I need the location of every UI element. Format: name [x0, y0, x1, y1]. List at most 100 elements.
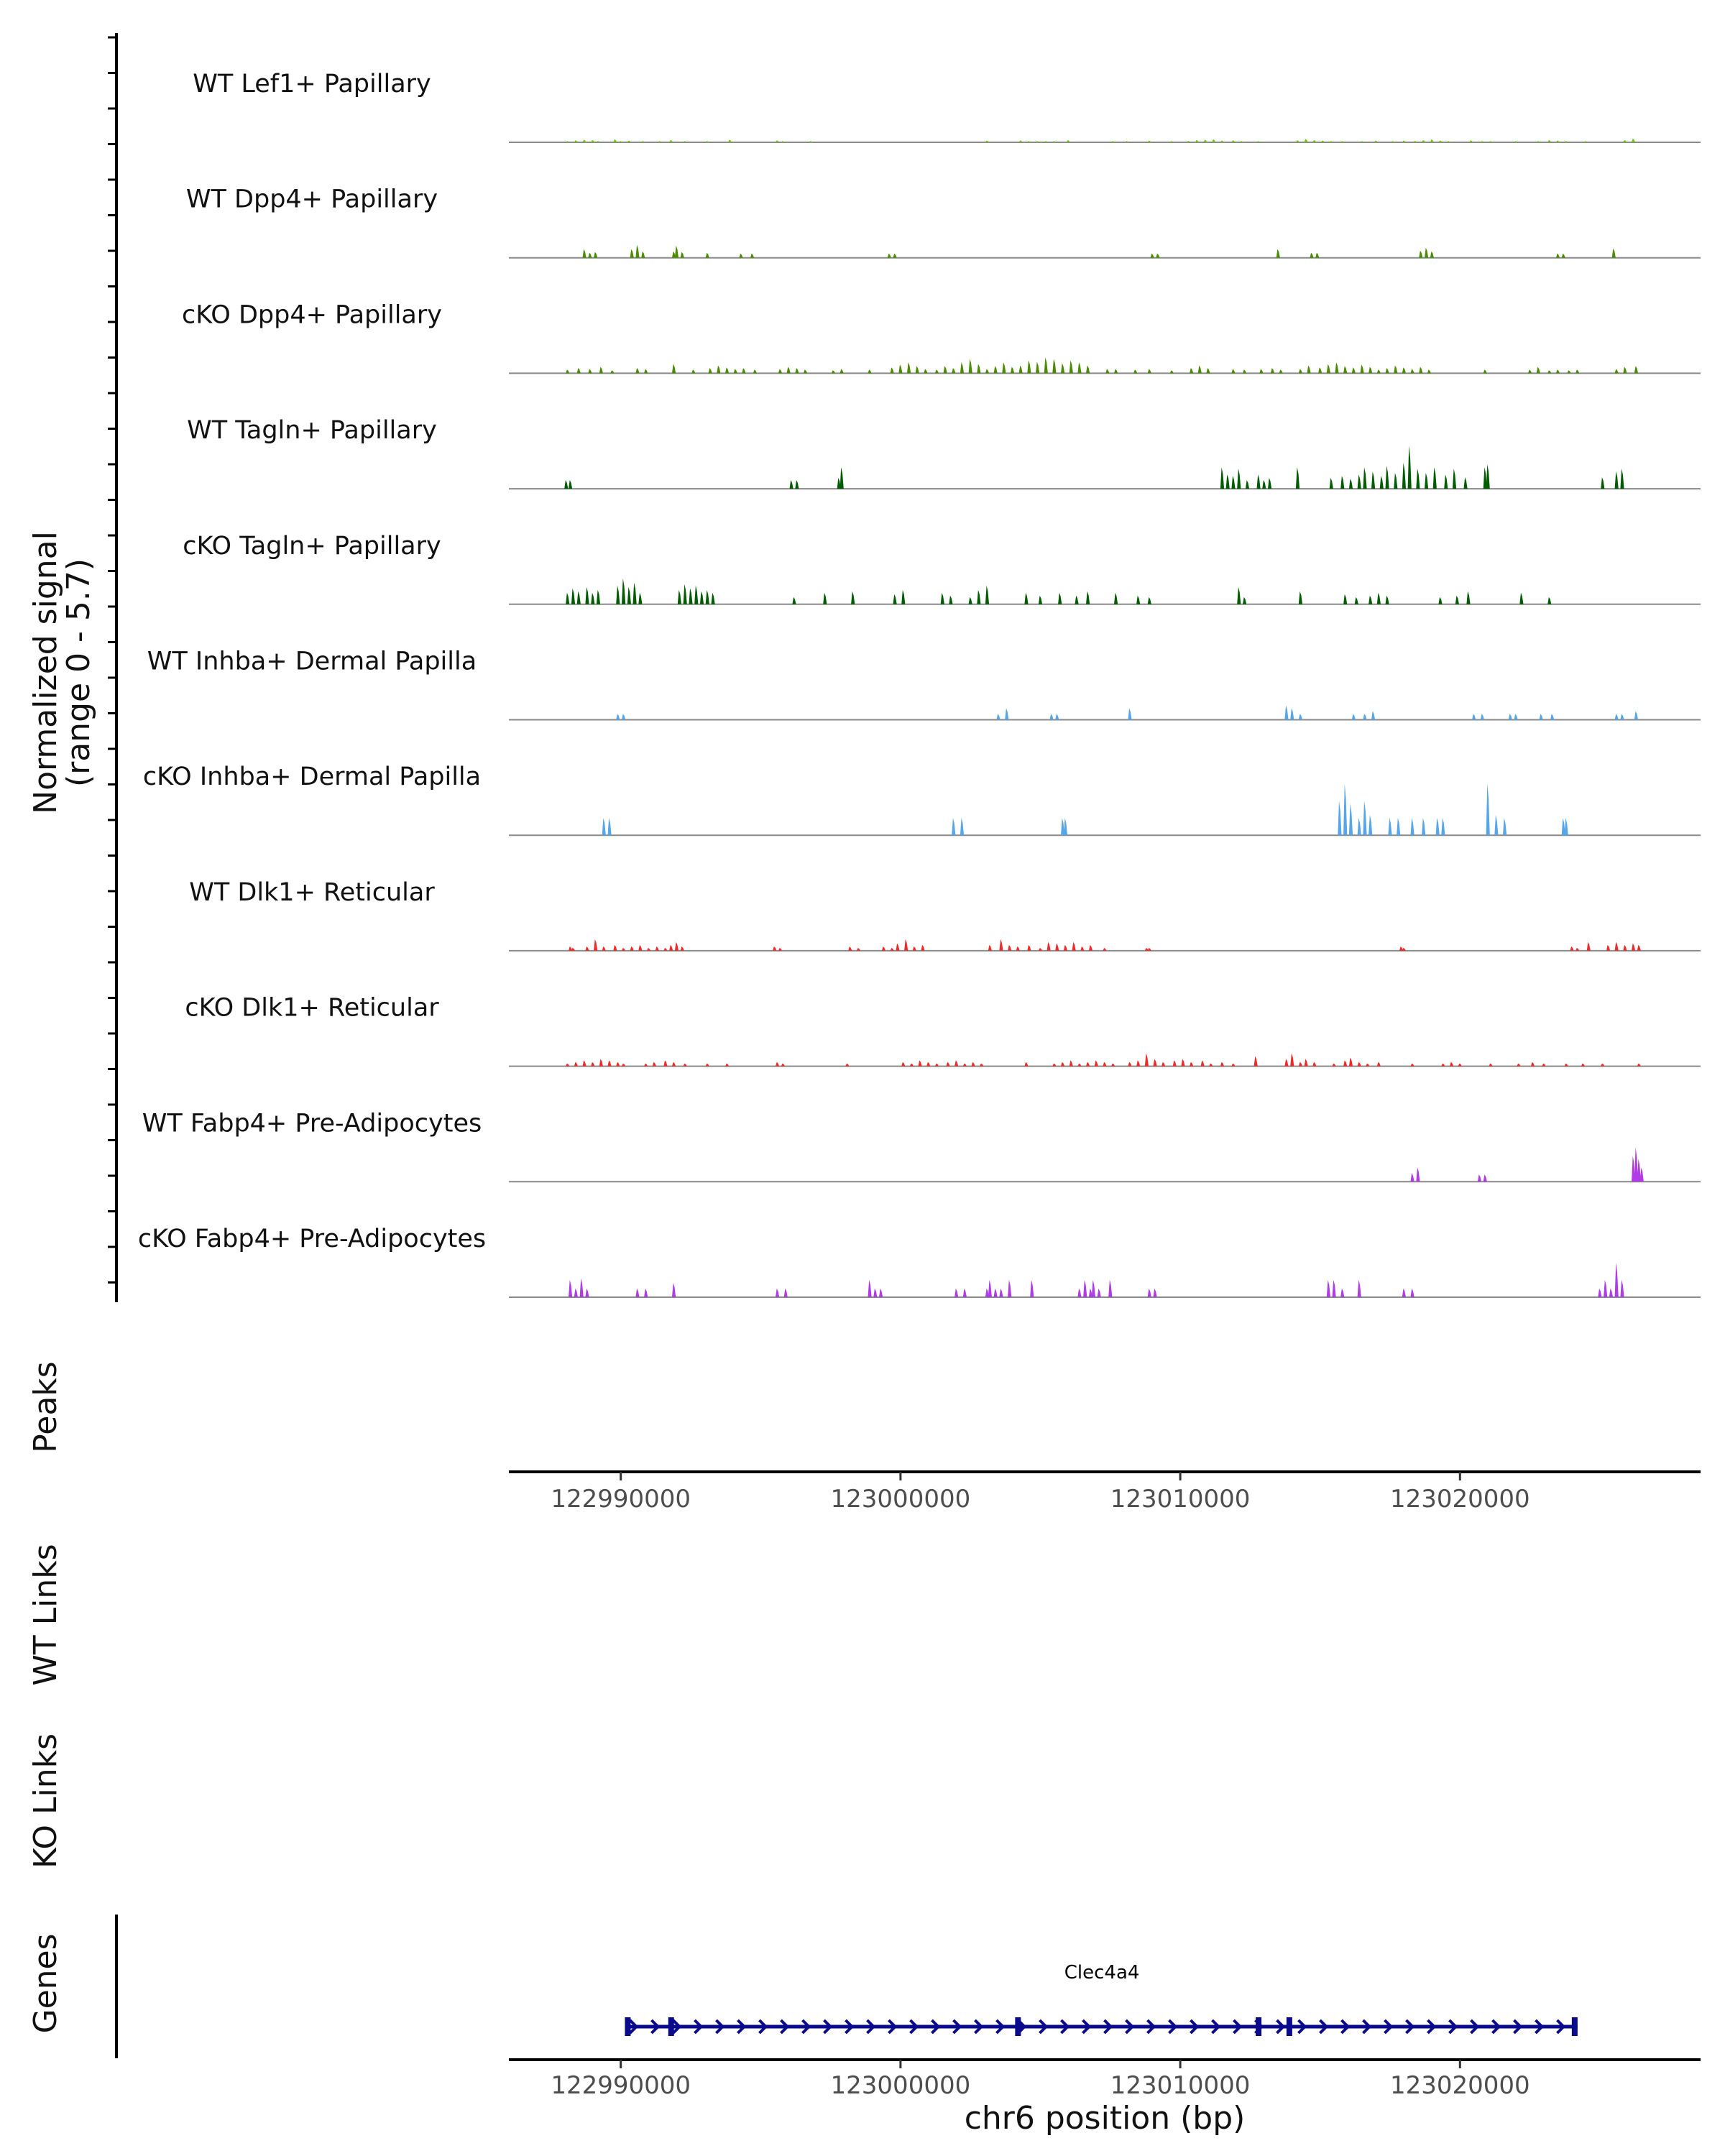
strand-arrow	[931, 2019, 941, 2035]
signal-peak	[1519, 592, 1524, 604]
signal-peak	[1290, 708, 1294, 720]
signal-peak	[776, 140, 780, 142]
signal-peak	[1486, 464, 1490, 489]
signal-peak	[1114, 592, 1118, 604]
genes-x-axis-ticks: 122990000 123000000 123010000 123020000	[551, 2060, 1530, 2100]
signal-peak	[1623, 944, 1627, 951]
signal-peak	[1438, 596, 1443, 604]
signal-peak	[1581, 1063, 1586, 1067]
signal-peak	[1422, 139, 1426, 142]
track-label: cKO Dpp4+ Papillary	[182, 300, 442, 329]
signal-peak	[1601, 477, 1605, 489]
signal-peak	[1564, 1063, 1568, 1067]
x-tick-label: 123000000	[831, 1485, 971, 1514]
signal-peak	[672, 364, 676, 374]
signal-peak	[943, 366, 947, 374]
signal-peak	[890, 367, 894, 374]
signal-peak	[1419, 367, 1423, 374]
track-label: WT Tagln+ Papillary	[187, 416, 437, 445]
signal-peak	[781, 1063, 785, 1067]
signal-peak	[1136, 1060, 1141, 1067]
signal-peak	[1542, 1063, 1546, 1067]
signal-peak	[1480, 714, 1484, 720]
ko-links-panel-label: KO Links	[27, 1733, 64, 1869]
signal-peak	[641, 141, 645, 142]
track-label: cKO Inhba+ Dermal Papilla	[143, 763, 481, 791]
signal-peak	[1632, 1156, 1636, 1182]
signal-peak	[1144, 948, 1149, 951]
signal-peak	[1046, 941, 1051, 951]
signal-peak	[1061, 1061, 1065, 1067]
track-cko-fabp4-pre-adipocytes: cKO Fabp4+ Pre-Adipocytes	[138, 1225, 1701, 1298]
signal-peak	[940, 592, 944, 604]
signal-peak	[1435, 818, 1440, 836]
signal-peak	[868, 369, 872, 374]
signal-peak	[619, 141, 623, 142]
signal-peak	[890, 948, 894, 951]
signal-peak	[792, 596, 796, 604]
signal-peak	[1220, 467, 1225, 489]
signal-peak	[1298, 369, 1302, 374]
signal-peak	[934, 1063, 939, 1067]
track-cko-dpp4-papillary: cKO Dpp4+ Papillary	[182, 300, 1701, 374]
signal-peak	[1072, 941, 1076, 951]
signal-peak	[1376, 592, 1381, 604]
signal-peak	[887, 253, 891, 258]
signal-peak	[622, 1063, 626, 1067]
signal-peak	[691, 369, 696, 374]
signal-peak	[585, 1288, 589, 1297]
signal-peak	[1422, 818, 1426, 836]
strand-arrow	[780, 2019, 790, 2035]
signal-peak	[1220, 1061, 1225, 1067]
signal-peak	[705, 1063, 709, 1067]
signal-peak	[599, 1059, 603, 1067]
signal-peak	[1363, 801, 1367, 836]
signal-peak	[585, 586, 589, 604]
signal-peak	[1413, 141, 1417, 142]
peaks-panel-label: Peaks	[27, 1361, 64, 1452]
signal-peak	[1203, 139, 1208, 142]
signal-peak	[717, 365, 721, 374]
gene-exon	[1286, 2017, 1292, 2036]
genes-panel-label: Genes	[27, 1933, 64, 2033]
signal-peak	[1564, 818, 1568, 836]
signal-peak	[901, 1061, 906, 1067]
signal-peak	[1489, 141, 1493, 142]
signal-peak	[1162, 1061, 1166, 1067]
signal-peak	[1027, 944, 1031, 951]
signal-peak	[1586, 941, 1591, 951]
signal-peak	[1069, 360, 1073, 374]
signal-peak	[1598, 1288, 1602, 1297]
signal-peak	[1153, 1288, 1157, 1297]
signal-peak	[566, 369, 570, 374]
signal-peak	[576, 591, 581, 604]
signal-peak	[1329, 141, 1333, 142]
signal-peak	[1432, 467, 1437, 489]
signal-peak	[952, 818, 956, 836]
signal-peak	[977, 364, 981, 374]
signal-peak	[674, 941, 679, 951]
signal-peak	[968, 596, 972, 604]
signal-peak	[1049, 714, 1054, 720]
signal-peak	[786, 367, 791, 374]
signal-peak	[1363, 714, 1367, 720]
signal-peak	[1310, 252, 1314, 258]
strand-arrow	[1470, 2019, 1480, 2035]
signal-peak	[1304, 1059, 1308, 1067]
signal-peak	[1256, 474, 1261, 489]
signal-peak	[1611, 248, 1616, 258]
signal-peak	[1290, 1053, 1294, 1067]
signal-peak	[1438, 140, 1443, 142]
signal-peak	[1555, 369, 1560, 374]
strand-arrow	[758, 2019, 768, 2035]
signal-peak	[1368, 595, 1373, 604]
signal-peak	[1447, 141, 1451, 142]
signal-peak	[1410, 1173, 1414, 1182]
signal-peak	[1360, 364, 1364, 374]
signal-peak	[918, 1060, 922, 1067]
signal-peak	[1632, 943, 1636, 951]
signal-peak	[1614, 471, 1619, 489]
signal-peak	[1136, 595, 1141, 604]
signal-peak	[579, 1278, 584, 1297]
signal-peak	[672, 251, 676, 258]
